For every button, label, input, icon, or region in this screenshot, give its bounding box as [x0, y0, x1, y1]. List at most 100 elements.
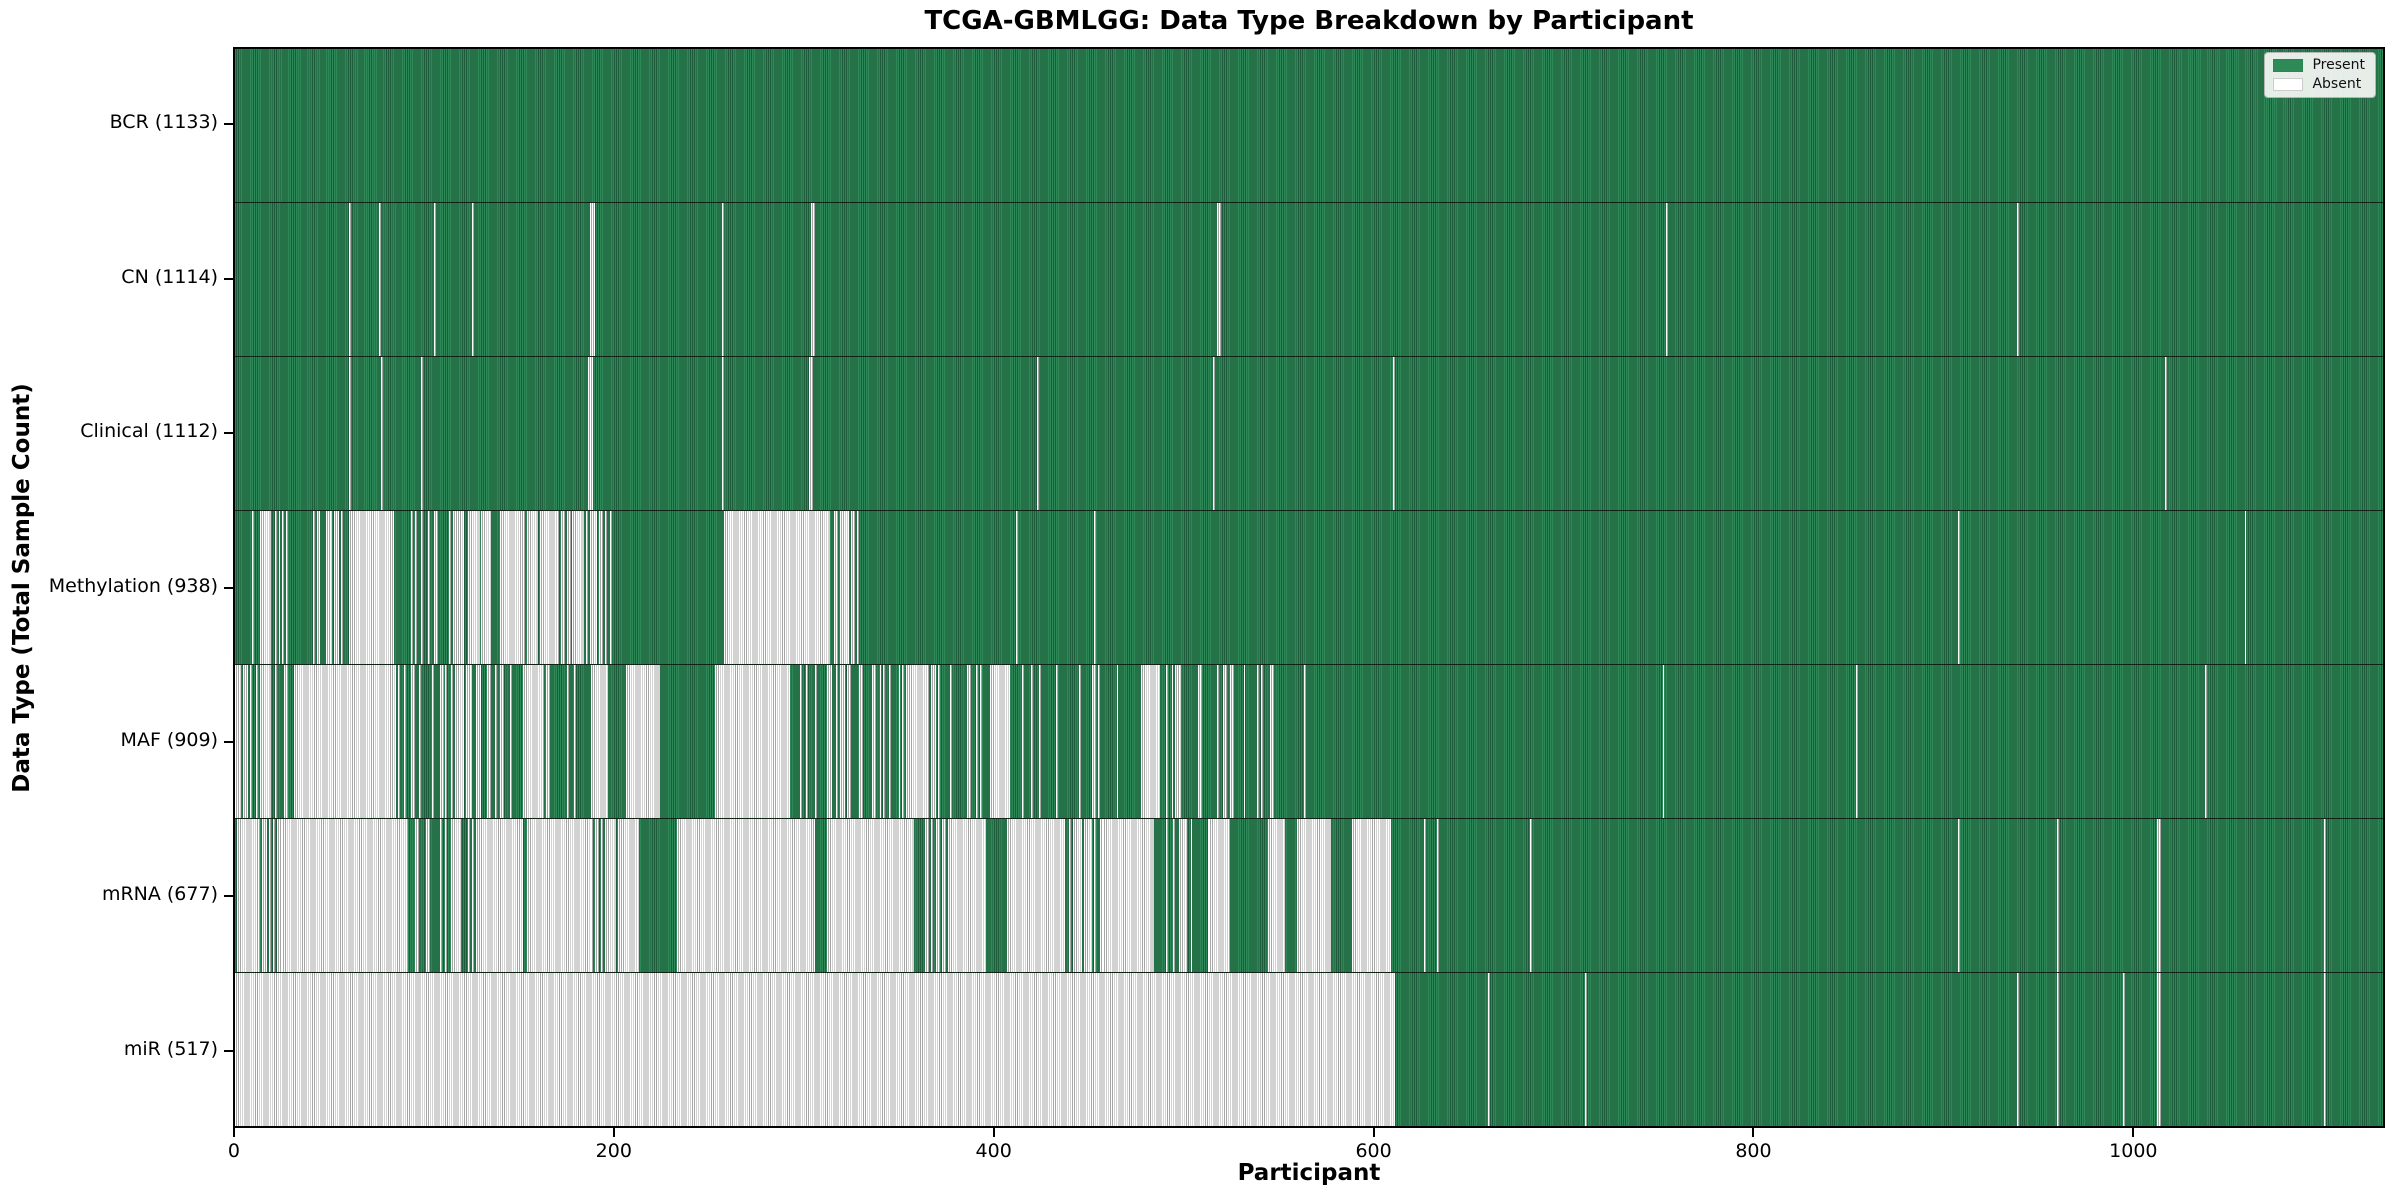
- y-tick-mark: [224, 123, 233, 126]
- absent-segment: [471, 819, 474, 972]
- y-tick-label: CN (1114): [121, 265, 218, 288]
- absent-segment: [526, 819, 592, 972]
- y-tick-mark: [224, 432, 233, 435]
- absent-segment: [724, 511, 831, 664]
- absent-segment: [1165, 819, 1168, 972]
- absent-segment: [942, 819, 946, 972]
- absent-segment: [255, 665, 258, 818]
- absent-segment: [2157, 973, 2162, 1126]
- y-tick-label: miR (517): [123, 1037, 218, 1060]
- absent-segment: [2157, 819, 2162, 972]
- x-tick-mark: [992, 1128, 995, 1137]
- y-tick-label: mRNA (677): [101, 883, 218, 906]
- absent-segment: [589, 511, 598, 664]
- y-tick-label: BCR (1133): [109, 111, 218, 134]
- absent-segment: [1093, 511, 1096, 664]
- absent-segment: [434, 203, 436, 356]
- absent-segment: [591, 819, 594, 972]
- absent-segment: [2164, 357, 2167, 510]
- absent-segment: [619, 819, 639, 972]
- absent-segment: [293, 665, 397, 818]
- heatmap-row-mrna: [235, 818, 2383, 972]
- legend: Present Absent: [2264, 52, 2376, 98]
- absent-segment: [403, 665, 406, 818]
- absent-segment: [1069, 819, 1072, 972]
- absent-segment: [936, 819, 941, 972]
- absent-segment: [2017, 973, 2019, 1126]
- legend-label-absent: Absent: [2312, 76, 2362, 92]
- absent-segment: [1488, 973, 1491, 1126]
- absent-segment: [326, 511, 332, 664]
- absent-segment: [415, 511, 417, 664]
- absent-segment: [1091, 665, 1096, 818]
- absent-segment: [454, 665, 465, 818]
- heatmap-row-clinical: [235, 356, 2383, 510]
- absent-segment: [276, 819, 283, 972]
- absent-segment: [259, 511, 272, 664]
- x-tick-label: 400: [975, 1140, 1012, 1162]
- absent-segment: [600, 819, 603, 972]
- absent-segment: [2056, 819, 2059, 972]
- absent-segment: [557, 511, 560, 664]
- absent-segment: [466, 665, 472, 818]
- absent-segment: [625, 665, 660, 818]
- absent-segment: [1217, 203, 1221, 356]
- absent-segment: [835, 665, 838, 818]
- absent-segment: [856, 511, 859, 664]
- absent-segment: [2017, 203, 2019, 356]
- absent-segment: [523, 665, 544, 818]
- heatmap-row-mir: [235, 972, 2383, 1126]
- absent-segment: [2056, 973, 2059, 1126]
- absent-segment: [1078, 665, 1081, 818]
- absent-segment: [445, 819, 448, 972]
- absent-segment: [379, 203, 381, 356]
- heatmap-row-bcr: [235, 49, 2383, 202]
- absent-segment: [799, 665, 802, 818]
- absent-segment: [1207, 819, 1210, 972]
- absent-segment: [930, 665, 937, 818]
- absent-segment: [481, 511, 491, 664]
- x-tick-mark: [2132, 1128, 2135, 1137]
- absent-segment: [585, 511, 588, 664]
- absent-segment: [449, 511, 452, 664]
- absent-segment: [418, 665, 421, 818]
- absent-segment: [1351, 819, 1392, 972]
- absent-segment: [1260, 665, 1263, 818]
- absent-segment: [348, 511, 351, 664]
- absent-segment: [1099, 819, 1104, 972]
- absent-segment: [456, 511, 465, 664]
- absent-segment: [1270, 665, 1274, 818]
- absent-segment: [1097, 665, 1100, 818]
- y-tick-mark: [224, 740, 233, 743]
- absent-segment: [587, 357, 594, 510]
- absent-segment: [350, 511, 395, 664]
- absent-segment: [523, 511, 526, 664]
- absent-segment: [1958, 511, 1961, 664]
- absent-segment: [604, 819, 617, 972]
- absent-segment: [1423, 819, 1426, 972]
- absent-segment: [574, 665, 577, 818]
- absent-segment: [1268, 819, 1286, 972]
- absent-segment: [1179, 819, 1187, 972]
- absent-segment: [809, 357, 814, 510]
- absent-segment: [487, 665, 491, 818]
- absent-segment: [348, 203, 351, 356]
- x-tick-label: 200: [595, 1140, 632, 1162]
- x-tick-mark: [232, 1128, 235, 1137]
- absent-segment: [500, 665, 505, 818]
- absent-segment: [834, 511, 838, 664]
- absent-segment: [966, 665, 971, 818]
- absent-segment: [2324, 819, 2327, 972]
- x-tick-mark: [1752, 1128, 1755, 1137]
- absent-segment: [545, 665, 550, 818]
- absent-segment: [1084, 819, 1092, 972]
- absent-segment: [1209, 819, 1231, 972]
- absent-segment: [1958, 819, 1961, 972]
- y-tick-mark: [224, 277, 233, 280]
- absent-segment: [439, 665, 444, 818]
- absent-segment: [1016, 511, 1018, 664]
- absent-segment: [595, 819, 599, 972]
- absent-segment: [805, 665, 808, 818]
- absent-segment: [949, 665, 952, 818]
